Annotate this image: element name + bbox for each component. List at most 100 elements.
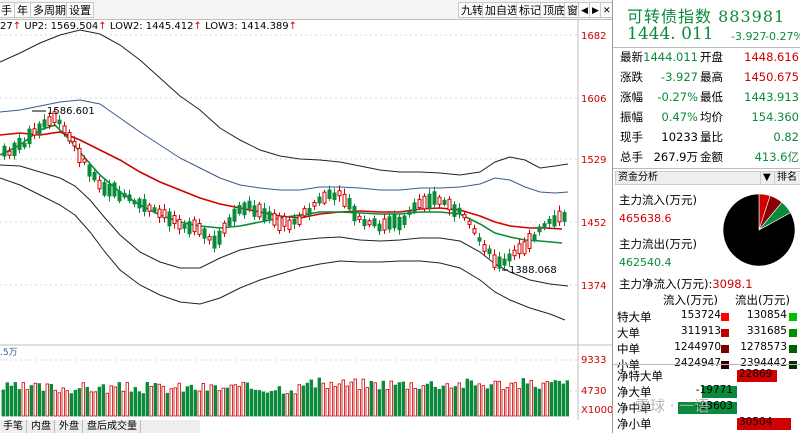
volume-bar: [429, 381, 433, 417]
volume-bar: [97, 386, 101, 417]
candle-body: [367, 220, 372, 226]
volume-bar: [265, 392, 269, 417]
candle-body: [252, 205, 257, 217]
candle-body: [87, 164, 92, 177]
candle-body: [127, 194, 132, 202]
tab-outer[interactable]: 外盘: [56, 420, 83, 433]
volume-bar: [125, 382, 129, 417]
candle-body: [497, 256, 502, 269]
volume-bar: [129, 391, 133, 417]
net-value: -33603: [695, 400, 733, 412]
candle-body: [157, 208, 162, 218]
volume-bar: [533, 386, 537, 417]
volume-bar: [225, 387, 229, 417]
current-price: 1444. 011: [627, 24, 714, 44]
candle-body: [307, 207, 312, 217]
candle-body: [2, 145, 7, 157]
volume-bar: [149, 385, 153, 417]
flow-in-value: 1244970: [674, 341, 721, 353]
candle-body: [377, 223, 382, 232]
volume-bar: [365, 387, 369, 417]
tab-inner[interactable]: 内盘: [28, 420, 55, 433]
quote-row: 振幅 0.47% 均价 154.360: [613, 108, 800, 127]
watermark: 雪球 · 一语: [635, 397, 710, 415]
volume-bar: [325, 388, 329, 417]
index-title: 可转债指数 883981: [627, 7, 786, 26]
toolbar-btn-mark[interactable]: 标记: [516, 2, 544, 18]
volume-bar: [397, 382, 401, 417]
candle-body: [72, 140, 77, 147]
volume-bar: [317, 377, 321, 417]
candle-body: [387, 216, 392, 230]
volume-bar: [509, 382, 513, 417]
inflow-value: 465638.6: [619, 212, 672, 225]
volume-bar: [45, 383, 49, 417]
candle-body: [337, 190, 342, 197]
volume-bar: [181, 391, 185, 417]
net-bar: [737, 418, 791, 430]
volume-bar: [385, 388, 389, 417]
candle-body: [32, 128, 37, 136]
flow-out-value: 1278573: [740, 341, 787, 353]
tab-after-hours[interactable]: 盘后成交量: [84, 420, 141, 433]
legend-swatch: [721, 329, 729, 337]
volume-bar: [5, 382, 9, 417]
kline-chart[interactable]: 1586.601 1388.068 1682 1606 1529 1452 1374 9…: [0, 0, 612, 433]
volume-bar: [433, 386, 437, 417]
candle-body: [207, 236, 212, 241]
toolbar-btn-nine-turn[interactable]: 九转: [458, 2, 486, 18]
candle-body: [117, 190, 122, 202]
candle-body: [22, 142, 27, 148]
volume-bar: [217, 390, 221, 417]
toolbar-btn-add-watch[interactable]: 加自选: [482, 2, 521, 18]
toolbar-btn-top-bottom[interactable]: 顶底: [540, 2, 568, 18]
volume-bar: [453, 386, 457, 417]
quote-row: 现手 10233 量比 0.82: [613, 128, 800, 147]
candle-body: [122, 192, 127, 198]
volume-bar: [121, 390, 125, 417]
toolbar-btn-hand[interactable]: 手: [0, 2, 15, 18]
volume-bar: [41, 390, 45, 417]
tab-ranking[interactable]: 排名: [774, 172, 799, 184]
volume-bar: [209, 384, 213, 417]
quote-label: 总手: [620, 150, 643, 164]
toolbar-btn-multi-period[interactable]: 多周期: [30, 2, 69, 18]
toolbar-btn-settings[interactable]: 设置: [66, 2, 94, 18]
quote-value: 413.6亿: [754, 150, 799, 164]
quote-label: 量比: [700, 130, 723, 144]
volume-bar: [389, 380, 393, 417]
candle-body: [92, 172, 97, 181]
volume-bar: [213, 385, 217, 417]
candle-body: [392, 213, 397, 229]
volume-bar: [277, 386, 281, 417]
legend-swatch: [721, 345, 729, 353]
volume-bar: [409, 382, 413, 417]
volume-bar: [469, 380, 473, 417]
candle-body: [472, 228, 477, 234]
candle-body: [522, 241, 527, 255]
candle-body: [372, 218, 377, 227]
volume-bar: [141, 393, 145, 417]
ma-red: [0, 131, 563, 230]
quote-label: 现手: [620, 130, 643, 144]
toolbar-btn-year[interactable]: 年: [14, 2, 31, 18]
flow-header-in: 流入(万元): [663, 293, 718, 307]
candle-body: [437, 196, 442, 205]
quote-panel: 可转债指数 883981 1444. 011 -3.927 -0.27% 最新1…: [612, 0, 800, 433]
net-value: -19771: [695, 384, 733, 396]
net-value: 30504: [739, 416, 773, 428]
price-tick-label: 1682: [581, 31, 606, 42]
candle-body: [147, 204, 152, 212]
dropdown-icon[interactable]: ▼: [760, 172, 773, 184]
volume-bar: [349, 381, 353, 417]
band-inner-upper: [0, 99, 569, 194]
tab-fund-analysis[interactable]: 资金分析: [618, 172, 658, 183]
quote-row: 涨跌 -3.927 最高 1450.675: [613, 68, 800, 87]
volume-bar: [177, 382, 181, 417]
candle-body: [317, 196, 322, 204]
volume-bar: [449, 387, 453, 417]
volume-bar: [333, 386, 337, 417]
candle-body: [347, 198, 352, 210]
tab-trades[interactable]: 手笔: [0, 420, 27, 433]
volume-bar: [481, 385, 485, 417]
